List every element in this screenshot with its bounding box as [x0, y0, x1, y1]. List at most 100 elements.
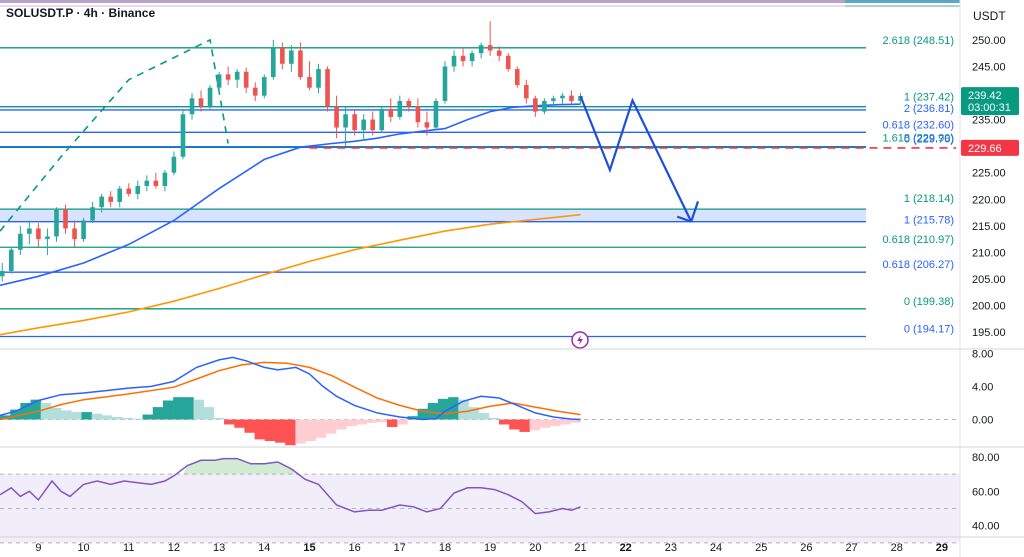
macd-histogram-bar: [224, 419, 235, 425]
lightning-icon[interactable]: [571, 331, 589, 349]
last-price-box: [961, 87, 1019, 116]
time-tick-label: 25: [755, 542, 767, 554]
candle-body: [198, 98, 204, 107]
macd-histogram-bar: [254, 419, 266, 440]
candle-body: [298, 50, 303, 78]
candle-body: [514, 69, 520, 86]
candle-body: [153, 180, 159, 186]
macd-histogram-bar: [468, 407, 479, 420]
candle-body: [216, 74, 222, 88]
candle-body: [469, 53, 475, 62]
macd-histogram-bar: [437, 398, 449, 420]
macd-histogram-bar: [91, 413, 103, 420]
price-tick-label: 245.00: [972, 61, 1006, 73]
macd-pane[interactable]: [0, 356, 960, 446]
currency-label: USDT: [973, 9, 1006, 23]
macd-histogram-bar: [0, 415, 11, 420]
candle-body: [433, 100, 439, 128]
macd-histogram-bar: [336, 419, 347, 430]
candle-body: [18, 233, 23, 250]
macd-histogram-bar: [529, 419, 541, 431]
time-tick-label: 15: [303, 542, 315, 554]
price-tick-label: 195.00: [972, 327, 1006, 339]
macd-histogram-bar: [509, 419, 520, 430]
macd-histogram-bar: [488, 417, 500, 420]
macd-histogram-bar: [448, 397, 459, 420]
candle-body: [99, 196, 104, 208]
price-tick-label: 250.00: [972, 35, 1006, 47]
rsi-tick-label: 40.00: [972, 521, 1000, 533]
candle-body: [533, 98, 538, 112]
candle-body: [325, 69, 330, 107]
rsi-pane[interactable]: [0, 457, 960, 544]
candle-body: [334, 106, 339, 128]
support-price-box: [961, 139, 1019, 156]
candle-body: [460, 55, 466, 62]
time-tick-label: 24: [710, 542, 722, 554]
candle-body: [307, 77, 312, 88]
time-tick-label: 22: [620, 542, 632, 554]
candle-body: [36, 228, 41, 240]
time-tick-label: 9: [35, 542, 41, 554]
price-pane[interactable]: 2.618 (248.51) 1 (237.42)2 (236.81) 0.618 …: [0, 21, 956, 349]
time-tick-label: 14: [258, 542, 270, 554]
macd-histogram-bar: [203, 407, 215, 420]
macd-histogram-bar: [417, 408, 429, 420]
candle-body: [180, 114, 186, 157]
rsi-overbought-fill: [183, 458, 296, 475]
candle-body: [126, 188, 132, 194]
macd-histogram-bar: [570, 419, 581, 423]
candle-body: [361, 119, 366, 131]
candle-body: [388, 108, 394, 117]
candle-body: [171, 156, 177, 173]
macd-histogram-bar: [20, 402, 31, 420]
time-tick-label: 26: [800, 542, 812, 554]
candle-body: [271, 47, 276, 78]
candle-body: [27, 228, 32, 234]
macd-histogram-bar: [356, 419, 367, 425]
chart-title: SOLUSDT.P · 4h · Binance: [6, 6, 155, 20]
time-tick-label: 29: [936, 542, 948, 554]
macd-histogram-bar: [152, 407, 164, 420]
time-tick-label: 28: [891, 542, 903, 554]
candle-body: [162, 172, 168, 186]
top-strip-right: [845, 0, 960, 3]
time-tick-label: 20: [529, 542, 541, 554]
candle-body: [8, 249, 14, 271]
price-tick-label: 220.00: [972, 194, 1006, 206]
candle-body: [261, 77, 267, 96]
candle-body: [108, 196, 113, 202]
candle-body: [234, 71, 240, 80]
macd-histogram-bar: [478, 412, 490, 420]
price-tick-label: 210.00: [972, 247, 1006, 259]
candle-body: [424, 122, 430, 128]
fib-level-label: 0 (199.38): [904, 296, 954, 308]
target-zone: [0, 209, 866, 222]
last-price-value: 239.42: [968, 90, 1002, 102]
macd-histogram-bar: [285, 419, 296, 446]
macd-histogram-bar: [142, 414, 154, 420]
macd-histogram-bar: [81, 412, 92, 420]
projection-arrow-head: [676, 215, 692, 223]
top-strip-left-2: [0, 5, 845, 7]
fib-level-label: 0.618 (210.97): [882, 234, 954, 246]
candle-body: [45, 236, 50, 240]
macd-histogram-bar: [549, 419, 561, 427]
dashed-projection: [0, 38, 229, 232]
candle-body: [487, 45, 493, 51]
candle-body: [370, 119, 376, 131]
candle-body: [144, 180, 150, 186]
candle-body: [406, 100, 412, 107]
candle-body: [280, 47, 285, 64]
macd-histogram-bar: [387, 419, 398, 427]
macd-histogram-bar: [274, 419, 286, 443]
macd-signal-line: [0, 361, 581, 421]
macd-histogram-bar: [499, 419, 510, 425]
rsi-line: [0, 457, 581, 515]
candle-body: [560, 95, 565, 99]
projection-arrow-head: [690, 201, 700, 222]
candle-body: [505, 55, 511, 70]
macd-histogram-bar: [315, 419, 327, 438]
